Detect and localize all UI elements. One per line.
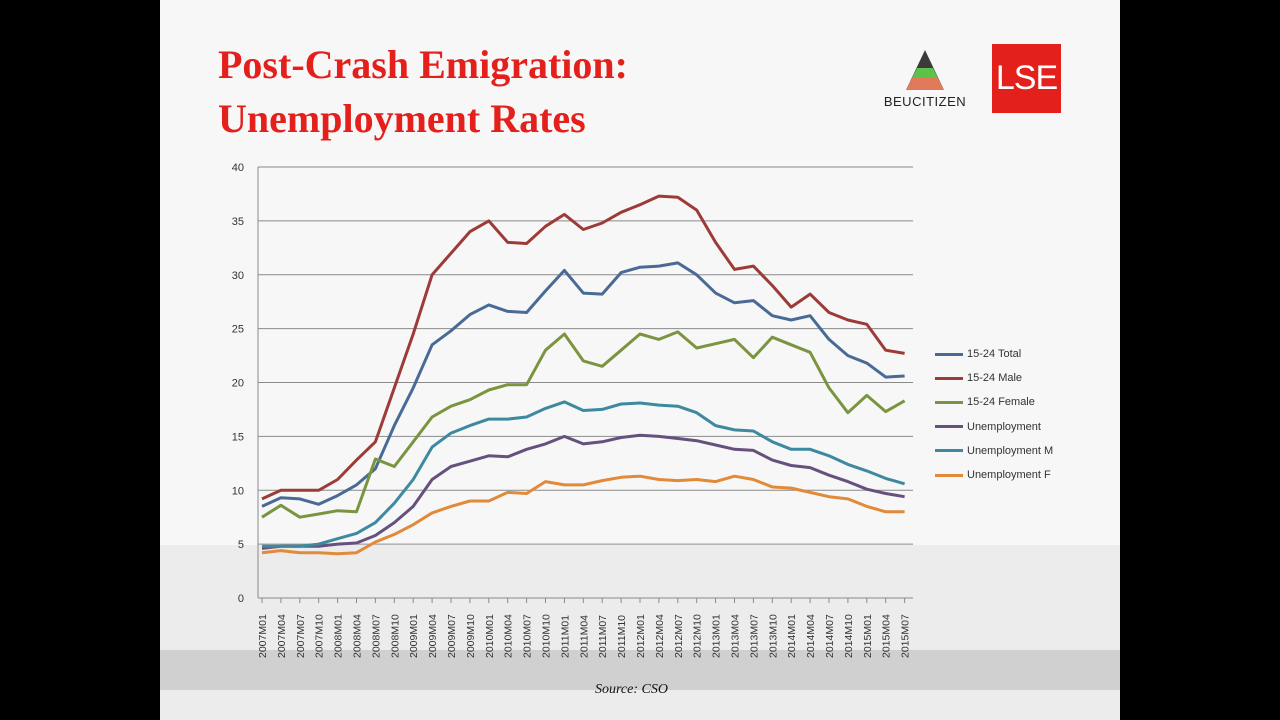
- series-line-unemployment-f: [261, 474, 905, 556]
- y-tick-label: 40: [232, 162, 244, 174]
- x-tick-label: 2010M04: [503, 614, 515, 658]
- legend-item: 15-24 Female: [935, 390, 1053, 414]
- x-tick-label: 2014M07: [824, 614, 836, 658]
- x-tick-label: 2013M01: [711, 614, 723, 658]
- legend-swatch: [935, 449, 963, 453]
- legend-label: Unemployment: [967, 420, 1041, 433]
- x-tick-label: 2014M10: [843, 614, 855, 658]
- x-tick-label: 2008M10: [389, 614, 401, 658]
- chart-legend: 15-24 Total 15-24 Male 15-24 Female Unemplo…: [935, 342, 1053, 487]
- x-tick-label: 2009M10: [465, 614, 477, 658]
- legend-label: 15-24 Total: [967, 348, 1022, 361]
- x-tick-label: 2011M01: [559, 615, 571, 658]
- legend-label: 15-24 Male: [967, 372, 1023, 385]
- x-tick-label: 2012M04: [654, 614, 666, 658]
- legend-swatch: [935, 400, 963, 404]
- legend-item: Unemployment: [935, 415, 1053, 439]
- legend-swatch: [935, 425, 963, 429]
- legend-swatch: [935, 352, 963, 356]
- beucitizen-logo: BEUCITIZEN: [882, 46, 968, 118]
- y-tick-label: 25: [232, 324, 244, 336]
- x-tick-label: 2009M07: [446, 614, 458, 658]
- x-tick-label: 2008M07: [370, 614, 382, 658]
- y-tick-label: 5: [238, 539, 244, 551]
- y-tick-label: 0: [238, 593, 244, 605]
- series-line-unemployment-m: [262, 400, 906, 548]
- x-tick-label: 2014M01: [786, 614, 798, 658]
- x-tick-label: 2010M07: [522, 614, 534, 658]
- y-tick-label: 35: [232, 216, 244, 228]
- series-line-15-24-female: [261, 330, 906, 519]
- x-tick-label: 2010M10: [541, 614, 553, 658]
- background-band: [160, 650, 1120, 690]
- background-pattern: [160, 545, 1120, 720]
- x-tick-label: 2013M10: [767, 614, 779, 658]
- x-tick-label: 2012M01: [635, 614, 647, 658]
- x-tick-label: 2010M01: [484, 614, 496, 658]
- x-tick-label: 2015M07: [900, 614, 912, 658]
- series-line-15-24-male: [261, 194, 905, 501]
- x-tick-label: 2011M04: [578, 615, 590, 658]
- x-tick-label: 2007M10: [314, 614, 326, 658]
- x-tick-label: 2012M07: [673, 614, 685, 658]
- legend-item: Unemployment F: [935, 463, 1053, 487]
- lse-logo: LSE: [992, 44, 1061, 113]
- series-line-unemployment: [261, 433, 905, 550]
- legend-swatch: [935, 376, 963, 380]
- series-line-15-24-total: [261, 261, 905, 508]
- x-tick-label: 2011M07: [597, 615, 609, 658]
- title-line-1: Post-Crash Emigration:: [218, 42, 628, 87]
- triangle-logo-icon: [906, 50, 944, 90]
- x-tick-label: 2011M10: [616, 615, 628, 658]
- legend-item: 15-24 Total: [935, 342, 1053, 366]
- legend-label: Unemployment F: [967, 469, 1051, 482]
- line-chart: 0 5 10 15 20 25 30 35 40 2007M01 2007M04 2007M07 200…: [232, 162, 913, 658]
- y-tick-label: 15: [232, 431, 244, 443]
- source-note: Source: CSO: [595, 682, 668, 697]
- x-tick-label: 2014M04: [805, 614, 817, 658]
- title-line-2: Unemployment Rates: [218, 96, 586, 141]
- x-tick-label: 2007M01: [257, 614, 269, 658]
- x-tick-label: 2009M04: [427, 614, 439, 658]
- slide: Post-Crash Emigration: Unemployment Rate…: [160, 0, 1120, 720]
- legend-label: Unemployment M: [967, 444, 1054, 457]
- y-tick-label: 30: [232, 270, 244, 282]
- x-tick-label: 2007M04: [276, 614, 288, 658]
- beucitizen-wordmark: BEUCITIZEN: [883, 94, 967, 109]
- x-tick-label: 2008M01: [333, 614, 345, 658]
- x-tick-label: 2013M04: [730, 614, 742, 658]
- x-tick-label: 2015M04: [881, 614, 893, 658]
- slide-title: Post-Crash Emigration: Unemployment Rate…: [218, 38, 628, 146]
- x-tick-label: 2008M04: [352, 614, 364, 658]
- x-tick-label: 2009M01: [408, 614, 420, 658]
- legend-item: Unemployment M: [935, 439, 1053, 463]
- x-tick-label: 2012M10: [692, 614, 704, 658]
- x-tick-label: 2013M07: [748, 614, 760, 658]
- y-tick-label: 10: [232, 485, 244, 497]
- legend-swatch: [935, 473, 963, 477]
- x-tick-label: 2007M07: [295, 614, 307, 658]
- legend-item: 15-24 Male: [935, 366, 1053, 390]
- x-tick-label: 2015M01: [862, 614, 874, 658]
- y-tick-label: 20: [232, 378, 244, 390]
- legend-label: 15-24 Female: [967, 396, 1035, 409]
